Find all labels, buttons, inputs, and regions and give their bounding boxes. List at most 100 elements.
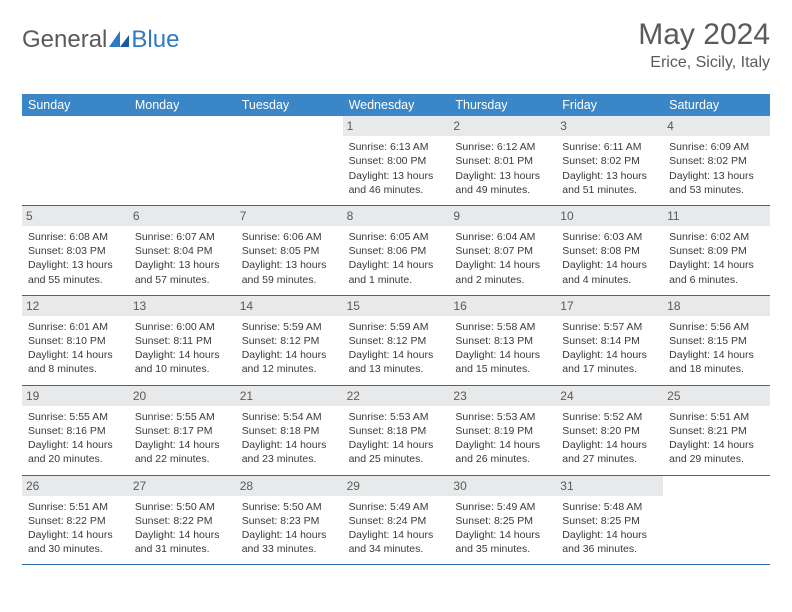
sunrise-text: Sunrise: 5:50 AM — [242, 500, 337, 514]
sunrise-text: Sunrise: 5:50 AM — [135, 500, 230, 514]
day-cell: . — [22, 116, 129, 205]
day-number: 9 — [449, 206, 556, 226]
daylight-text: and 30 minutes. — [28, 542, 123, 556]
sunrise-text: Sunrise: 5:49 AM — [349, 500, 444, 514]
daylight-text: Daylight: 14 hours — [455, 528, 550, 542]
daylight-text: Daylight: 14 hours — [455, 348, 550, 362]
sunset-text: Sunset: 8:01 PM — [455, 154, 550, 168]
day-cell: 18Sunrise: 5:56 AMSunset: 8:15 PMDayligh… — [663, 296, 770, 385]
day-cell: 28Sunrise: 5:50 AMSunset: 8:23 PMDayligh… — [236, 476, 343, 565]
sunrise-text: Sunrise: 6:04 AM — [455, 230, 550, 244]
day-cell: 24Sunrise: 5:52 AMSunset: 8:20 PMDayligh… — [556, 386, 663, 475]
day-number: 31 — [556, 476, 663, 496]
day-number: 21 — [236, 386, 343, 406]
sunrise-text: Sunrise: 5:56 AM — [669, 320, 764, 334]
day-cell: 6Sunrise: 6:07 AMSunset: 8:04 PMDaylight… — [129, 206, 236, 295]
sunrise-text: Sunrise: 6:01 AM — [28, 320, 123, 334]
daylight-text: and 31 minutes. — [135, 542, 230, 556]
sunset-text: Sunset: 8:02 PM — [669, 154, 764, 168]
daylight-text: and 17 minutes. — [562, 362, 657, 376]
daylight-text: Daylight: 14 hours — [669, 438, 764, 452]
daylight-text: Daylight: 14 hours — [455, 258, 550, 272]
daylight-text: Daylight: 13 hours — [562, 169, 657, 183]
daylight-text: and 34 minutes. — [349, 542, 444, 556]
day-number: 12 — [22, 296, 129, 316]
day-number: 13 — [129, 296, 236, 316]
sunrise-text: Sunrise: 6:03 AM — [562, 230, 657, 244]
daylight-text: Daylight: 14 hours — [135, 348, 230, 362]
sunrise-text: Sunrise: 5:59 AM — [349, 320, 444, 334]
daylight-text: Daylight: 14 hours — [562, 258, 657, 272]
daylight-text: and 49 minutes. — [455, 183, 550, 197]
day-cell: 1Sunrise: 6:13 AMSunset: 8:00 PMDaylight… — [343, 116, 450, 205]
day-cell: 7Sunrise: 6:06 AMSunset: 8:05 PMDaylight… — [236, 206, 343, 295]
day-cell: 21Sunrise: 5:54 AMSunset: 8:18 PMDayligh… — [236, 386, 343, 475]
day-cell: 14Sunrise: 5:59 AMSunset: 8:12 PMDayligh… — [236, 296, 343, 385]
day-cell: 15Sunrise: 5:59 AMSunset: 8:12 PMDayligh… — [343, 296, 450, 385]
sunrise-text: Sunrise: 6:11 AM — [562, 140, 657, 154]
sunrise-text: Sunrise: 6:00 AM — [135, 320, 230, 334]
sunset-text: Sunset: 8:24 PM — [349, 514, 444, 528]
day-number: 16 — [449, 296, 556, 316]
day-number: 8 — [343, 206, 450, 226]
brand-logo: General Blue — [22, 18, 179, 54]
daylight-text: and 18 minutes. — [669, 362, 764, 376]
sunset-text: Sunset: 8:00 PM — [349, 154, 444, 168]
day-number: 29 — [343, 476, 450, 496]
daylight-text: and 13 minutes. — [349, 362, 444, 376]
day-cell: 8Sunrise: 6:05 AMSunset: 8:06 PMDaylight… — [343, 206, 450, 295]
day-cell: . — [129, 116, 236, 205]
sunset-text: Sunset: 8:09 PM — [669, 244, 764, 258]
daylight-text: and 15 minutes. — [455, 362, 550, 376]
daylight-text: Daylight: 14 hours — [562, 348, 657, 362]
day-number: 11 — [663, 206, 770, 226]
daylight-text: Daylight: 14 hours — [135, 438, 230, 452]
day-number: 28 — [236, 476, 343, 496]
daylight-text: Daylight: 14 hours — [28, 438, 123, 452]
day-number: 10 — [556, 206, 663, 226]
week-row: 19Sunrise: 5:55 AMSunset: 8:16 PMDayligh… — [22, 386, 770, 476]
daylight-text: Daylight: 14 hours — [349, 438, 444, 452]
daylight-text: and 57 minutes. — [135, 273, 230, 287]
dayname: Thursday — [449, 94, 556, 116]
daylight-text: Daylight: 14 hours — [349, 348, 444, 362]
day-cell: . — [663, 476, 770, 565]
day-number: 14 — [236, 296, 343, 316]
daylight-text: and 23 minutes. — [242, 452, 337, 466]
sunrise-text: Sunrise: 5:51 AM — [28, 500, 123, 514]
daylight-text: and 10 minutes. — [135, 362, 230, 376]
day-number: 3 — [556, 116, 663, 136]
dayname-row: Sunday Monday Tuesday Wednesday Thursday… — [22, 94, 770, 116]
day-number: 23 — [449, 386, 556, 406]
sunrise-text: Sunrise: 5:49 AM — [455, 500, 550, 514]
sunset-text: Sunset: 8:17 PM — [135, 424, 230, 438]
daylight-text: and 51 minutes. — [562, 183, 657, 197]
sunrise-text: Sunrise: 5:54 AM — [242, 410, 337, 424]
dayname: Monday — [129, 94, 236, 116]
sunset-text: Sunset: 8:13 PM — [455, 334, 550, 348]
day-number: 22 — [343, 386, 450, 406]
day-number: 17 — [556, 296, 663, 316]
day-cell: 22Sunrise: 5:53 AMSunset: 8:18 PMDayligh… — [343, 386, 450, 475]
day-cell: 19Sunrise: 5:55 AMSunset: 8:16 PMDayligh… — [22, 386, 129, 475]
page-header: General Blue May 2024 Erice, Sicily, Ita… — [22, 18, 770, 72]
dayname: Tuesday — [236, 94, 343, 116]
daylight-text: Daylight: 14 hours — [135, 528, 230, 542]
week-row: 5Sunrise: 6:08 AMSunset: 8:03 PMDaylight… — [22, 206, 770, 296]
daylight-text: Daylight: 13 hours — [349, 169, 444, 183]
day-cell: 25Sunrise: 5:51 AMSunset: 8:21 PMDayligh… — [663, 386, 770, 475]
daylight-text: and 36 minutes. — [562, 542, 657, 556]
daylight-text: and 12 minutes. — [242, 362, 337, 376]
sunrise-text: Sunrise: 6:07 AM — [135, 230, 230, 244]
day-cell: 26Sunrise: 5:51 AMSunset: 8:22 PMDayligh… — [22, 476, 129, 565]
sunrise-text: Sunrise: 6:09 AM — [669, 140, 764, 154]
day-number: 15 — [343, 296, 450, 316]
daylight-text: and 55 minutes. — [28, 273, 123, 287]
daylight-text: Daylight: 13 hours — [455, 169, 550, 183]
day-number: 27 — [129, 476, 236, 496]
day-number: 6 — [129, 206, 236, 226]
sunset-text: Sunset: 8:15 PM — [669, 334, 764, 348]
brand-part1: General — [22, 26, 107, 54]
day-cell: 12Sunrise: 6:01 AMSunset: 8:10 PMDayligh… — [22, 296, 129, 385]
month-title: May 2024 — [638, 18, 770, 52]
